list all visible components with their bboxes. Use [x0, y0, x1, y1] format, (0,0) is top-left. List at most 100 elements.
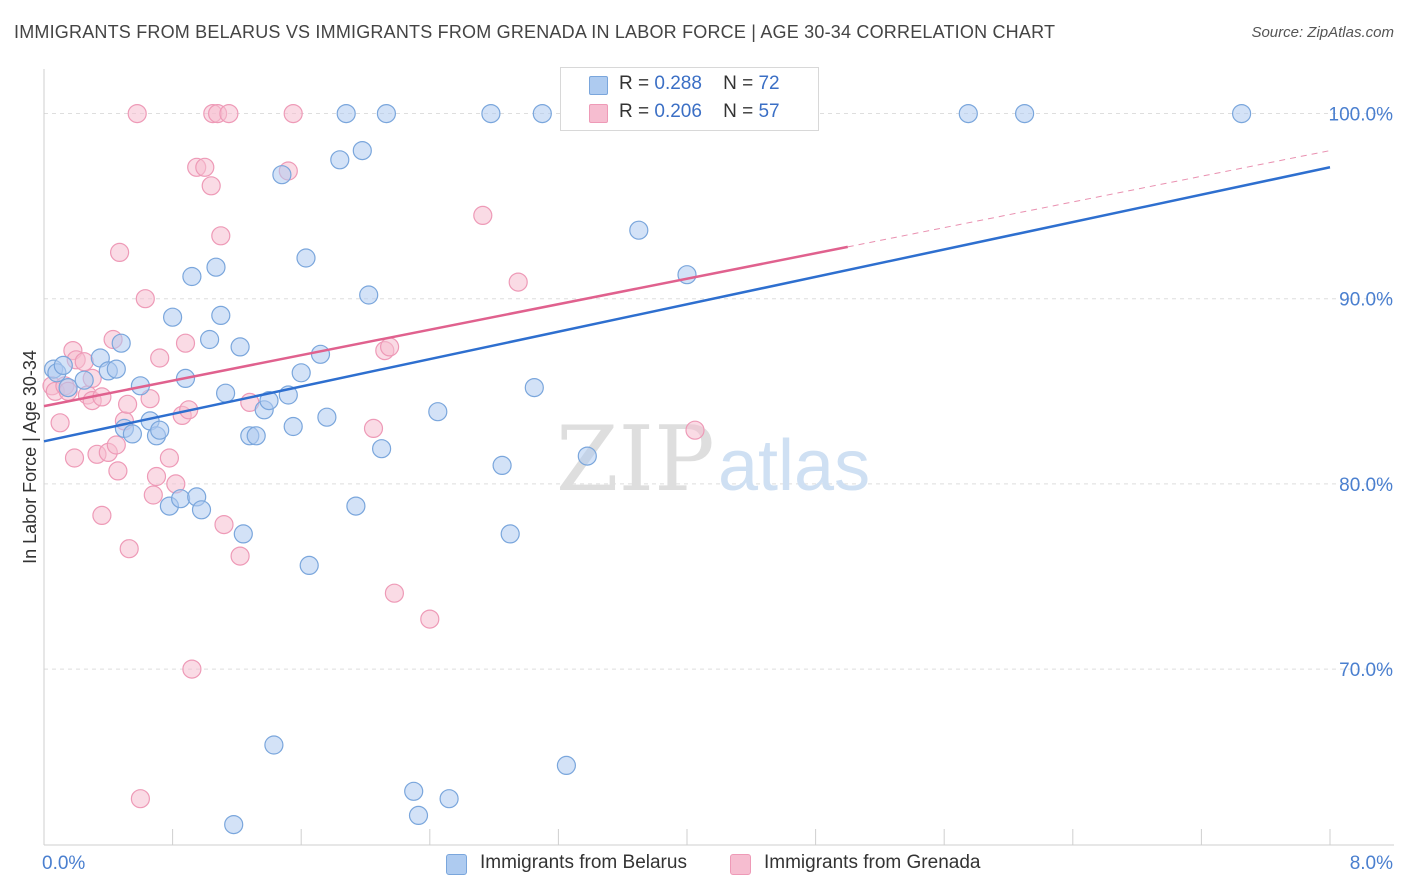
grenada-trend-extension: [847, 150, 1331, 248]
belarus-point: [317, 407, 337, 427]
grenada-point: [117, 394, 138, 414]
belarus-point: [182, 266, 202, 287]
y-tick-label: 70.0%: [1339, 660, 1393, 681]
grenada-point: [195, 157, 215, 177]
chart-source: Source: ZipAtlas.com: [1251, 24, 1394, 41]
legend-swatch-belarus: [589, 76, 608, 95]
belarus-point: [291, 363, 311, 383]
belarus-point: [629, 220, 649, 240]
grenada-point: [283, 103, 303, 124]
grenada-point: [119, 539, 139, 559]
grenada-point: [473, 205, 493, 225]
belarus-point: [372, 439, 392, 459]
belarus-point: [556, 755, 577, 776]
belarus-point: [577, 446, 597, 466]
grenada-point: [175, 333, 196, 353]
chart-title: IMMIGRANTS FROM BELARUS VS IMMIGRANTS FR…: [14, 22, 1056, 42]
stats-legend: R = 0.288 N = 72 R = 0.206 N = 57: [560, 67, 819, 131]
belarus-point: [492, 455, 512, 475]
grenada-point: [214, 514, 234, 535]
belarus-point: [171, 489, 191, 509]
belarus-trend-line: [43, 166, 1331, 443]
legend-n-value-grenada: 57: [758, 101, 780, 122]
belarus-point: [500, 524, 520, 544]
grenada-point: [182, 659, 202, 679]
watermark: ZIP atlas: [556, 407, 870, 512]
series-label-belarus: Immigrants from Belarus: [480, 852, 687, 873]
belarus-point: [224, 814, 244, 835]
belarus-point: [206, 257, 226, 277]
belarus-point: [404, 781, 424, 801]
y-tick-label: 80.0%: [1339, 475, 1393, 496]
belarus-point: [376, 103, 396, 124]
grenada-point: [219, 103, 239, 124]
belarus-point: [481, 103, 501, 124]
grenada-point: [201, 176, 221, 196]
grenada-trend-line: [43, 245, 848, 408]
belarus-point: [524, 378, 544, 398]
grenada-point: [150, 348, 170, 368]
grenada-point: [92, 505, 112, 526]
legend-r-value-belarus: 0.288: [654, 73, 702, 94]
belarus-point: [122, 424, 142, 444]
legend-n-label: N =: [723, 73, 754, 94]
grenada-point: [109, 242, 130, 262]
grenada-point: [146, 466, 167, 487]
belarus-point: [58, 378, 78, 398]
belarus-point: [200, 329, 220, 350]
belarus-point: [272, 165, 292, 185]
grenada-point: [211, 226, 231, 246]
y-tick-labels: 100.0% 90.0% 80.0% 70.0%: [1329, 105, 1394, 682]
belarus-point: [346, 496, 366, 516]
belarus-point: [53, 355, 73, 375]
belarus-point: [330, 150, 350, 170]
belarus-point: [532, 103, 552, 124]
grenada-point: [384, 583, 404, 603]
belarus-point: [264, 735, 284, 755]
grenada-point: [420, 609, 440, 629]
belarus-point: [336, 103, 356, 124]
grenada-point: [108, 461, 128, 481]
belarus-point: [408, 805, 429, 826]
grenada-point: [64, 448, 85, 468]
grenada-point: [230, 546, 250, 566]
belarus-points: [43, 103, 1252, 835]
belarus-point: [310, 344, 331, 364]
belarus-point: [958, 103, 978, 124]
belarus-point: [439, 789, 459, 809]
belarus-point: [216, 383, 236, 403]
grenada-point: [143, 485, 163, 505]
legend-n-label: N =: [723, 101, 754, 122]
grenada-point: [135, 289, 155, 309]
legend-swatch-grenada: [589, 104, 608, 123]
legend-r-value-grenada: 0.206: [654, 101, 702, 122]
belarus-point: [230, 337, 250, 357]
belarus-point: [259, 391, 279, 411]
belarus-point: [1231, 103, 1252, 124]
trend-lines: [43, 150, 1331, 443]
grenada-point: [159, 448, 179, 468]
grenada-point: [74, 352, 94, 372]
belarus-point: [150, 420, 170, 440]
legend-r-label: R =: [619, 101, 650, 122]
watermark-atlas: atlas: [718, 426, 870, 506]
belarus-point: [211, 305, 231, 325]
belarus-point: [191, 500, 212, 520]
belarus-point: [163, 307, 183, 327]
legend-n-value-belarus: 72: [758, 73, 780, 94]
grenada-point: [508, 272, 528, 292]
grenada-point: [685, 420, 705, 440]
series-swatch-belarus: [446, 854, 467, 875]
grenada-point: [140, 389, 160, 409]
grenada-point: [106, 435, 126, 455]
belarus-point: [74, 370, 94, 390]
belarus-point: [111, 333, 131, 353]
axes: [43, 69, 1394, 846]
belarus-point: [299, 555, 319, 576]
x-ticks: [172, 829, 1331, 845]
y-axis-label: In Labor Force | Age 30-34: [20, 350, 40, 564]
grenada-point: [130, 789, 150, 809]
series-label-grenada: Immigrants from Grenada: [764, 852, 981, 873]
grenada-point: [127, 103, 147, 124]
